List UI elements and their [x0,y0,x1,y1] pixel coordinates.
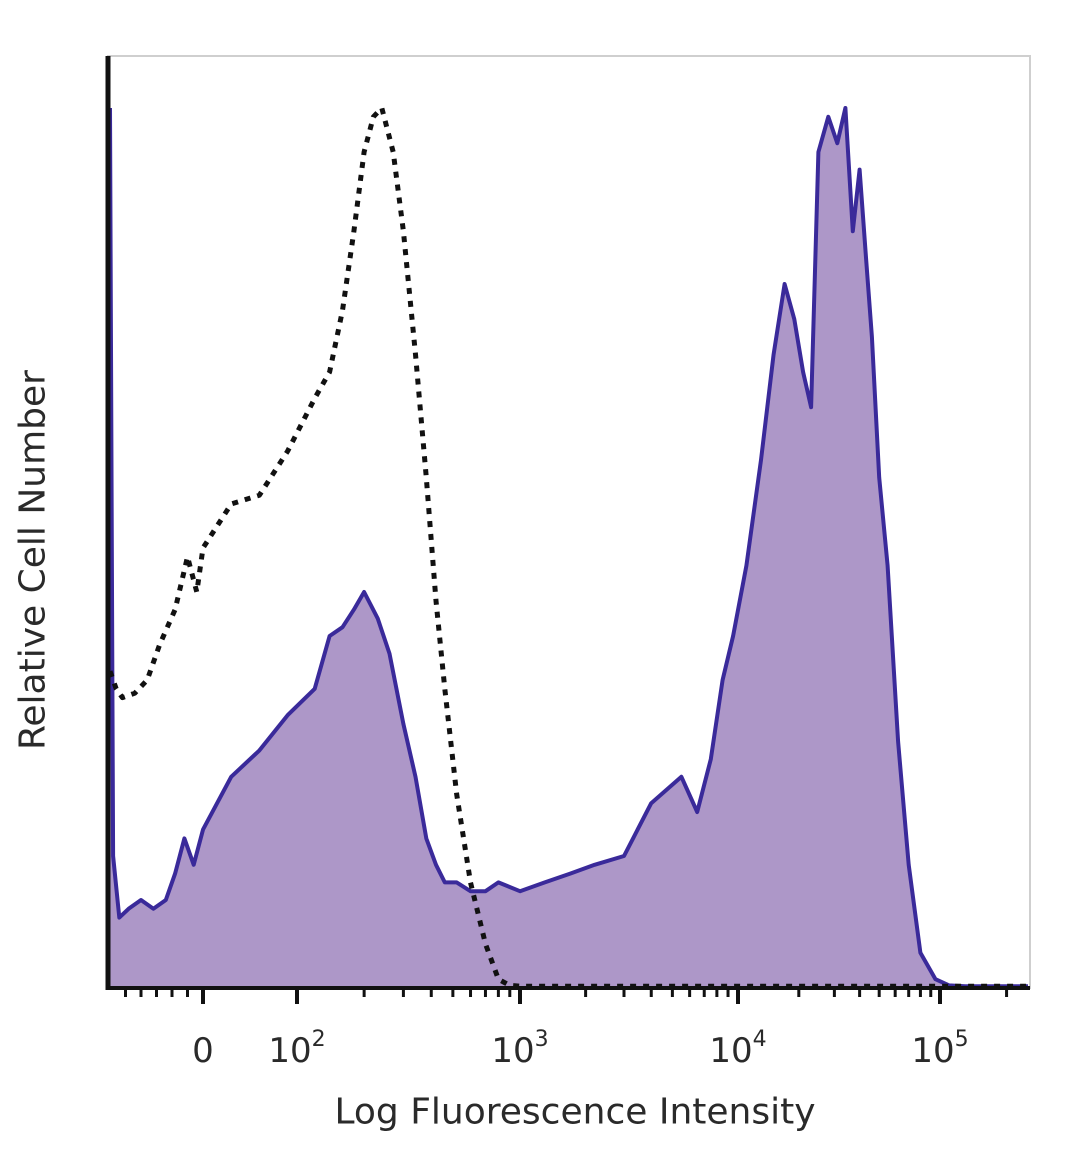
axes [105,56,1030,997]
x-tick-label: 0 [192,1031,214,1071]
stained-sample-line [108,106,1028,989]
stained-sample-area [110,108,1028,988]
y-axis-label: Relative Cell Number [12,370,54,750]
x-tick-label: 102 [268,1027,325,1071]
series-layer [107,105,1028,989]
isotype-control-line [107,105,1028,989]
x-tick-label: 103 [491,1027,548,1071]
x-ticks: 0 102 103 104 105 [192,988,969,1071]
x-axis-label: Log Fluorescence Intensity [334,1091,816,1133]
x-tick-label: 105 [911,1027,968,1071]
x-tick-label: 104 [709,1027,766,1071]
